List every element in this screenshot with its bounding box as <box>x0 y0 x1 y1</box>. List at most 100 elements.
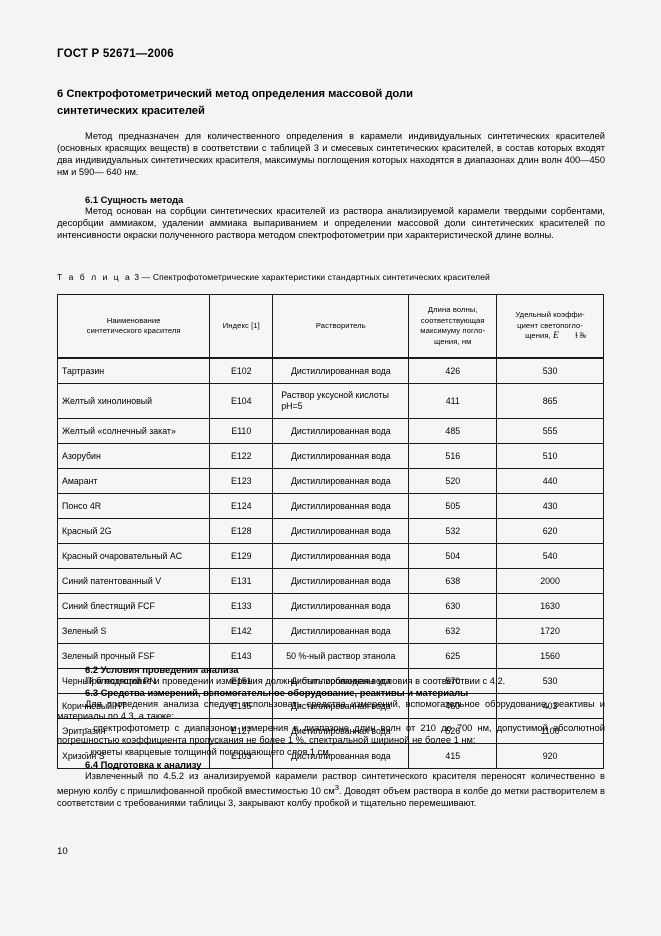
cell-coefficient: 540 <box>496 543 604 569</box>
cell-wavelength: 638 <box>408 568 498 594</box>
subsection-61-paragraph: Метод основан на сорбции синтетических к… <box>57 206 605 241</box>
table-row: Понсо 4R E124 Дистиллированная вода 505 … <box>56 493 604 519</box>
column-header-index: Индекс [1] <box>209 294 274 359</box>
table-row: Красный 2G E128 Дистиллированная вода 53… <box>56 518 604 544</box>
cell-index: E133 <box>209 593 274 619</box>
section-title-line2: синтетических красителей <box>57 105 205 117</box>
cell-wavelength: 504 <box>408 543 498 569</box>
cell-coefficient: 1560 <box>496 643 604 669</box>
column-header-coefficient: Удельный коэффи- циент светопогло- щения… <box>496 294 604 359</box>
cell-solvent: 50 %-ный раствор этанола <box>272 643 410 669</box>
table-row: Желтый хинолиновый E104 Раствор уксусной… <box>56 383 604 419</box>
subsection-64-heading: 6.4 Подготовка к анализу <box>85 758 202 770</box>
cell-solvent: Дистиллированная вода <box>272 357 410 384</box>
cell-wavelength: 485 <box>408 418 498 444</box>
page-title: 6 Спектрофотометрический метод определен… <box>57 86 605 120</box>
column-header-wavelength: Длина волны, соответствующая максимуму п… <box>408 294 498 359</box>
cell-wavelength: 532 <box>408 518 498 544</box>
cell-wavelength: 526 <box>408 718 498 744</box>
standard-header: ГОСТ Р 52671—2006 <box>57 48 174 60</box>
cell-solvent: Дистиллированная вода <box>272 443 410 469</box>
cubic-exponent: 3 <box>334 782 340 792</box>
cell-solvent: Дистиллированная вода <box>272 668 410 694</box>
cell-index: E110 <box>209 418 274 444</box>
cell-coefficient: 510 <box>496 443 604 469</box>
table-row: Красный очаровательный AC E129 Дистиллир… <box>56 543 604 569</box>
table-row: Желтый «солнечный закат» E110 Дистиллиро… <box>56 418 604 444</box>
cell-dye-name: Тартразин <box>56 357 211 384</box>
cell-index: E122 <box>209 443 274 469</box>
subsection-64-paragraph-part1: Извлеченный по 4.5.2 из анализируемой ка… <box>57 770 605 796</box>
cell-wavelength: 630 <box>408 593 498 619</box>
cell-index: E155 <box>209 693 274 719</box>
cell-solvent: Дистиллированная вода <box>272 543 410 569</box>
subsection-61-block: 6.1 Сущность метода Метод основан на сор… <box>57 194 605 241</box>
subsection-63-paragraph: Для проведения анализа следует использов… <box>57 699 605 722</box>
cell-wavelength: 570 <box>408 668 498 694</box>
table-row: Тартразин E102 Дистиллированная вода 426… <box>56 357 604 384</box>
cell-coefficient: 530 <box>496 668 604 694</box>
cell-dye-name: Желтый «солнечный закат» <box>56 418 211 444</box>
section-title-line1: 6 Спектрофотометрический метод определен… <box>57 88 413 100</box>
table-row: Зеленый S E142 Дистиллированная вода 632… <box>56 618 604 644</box>
column-header-coefficient-line1: Удельный коэффи- <box>515 310 585 320</box>
table-header-row: Наименование синтетического красителя Ин… <box>56 294 604 359</box>
lower-text-block: 6.2 Условия проведения анализа При подго… <box>57 664 605 809</box>
coefficient-subscript: 1 см <box>574 334 587 341</box>
column-header-wavelength-line1: Длина волны, <box>427 305 478 314</box>
table-row: Хризоин S E103 Дистиллированная вода 415… <box>56 743 604 769</box>
table-row: Азорубин E122 Дистиллированная вода 516 … <box>56 443 604 469</box>
cell-dye-name: Зеленый S <box>56 618 211 644</box>
cell-dye-name: Понсо 4R <box>56 493 211 519</box>
column-header-coefficient-line3: щения, <box>525 331 551 341</box>
cell-solvent: Дистиллированная вода <box>272 618 410 644</box>
intro-block: Метод предназначен для количественного о… <box>57 130 605 178</box>
subsection-62-paragraph: При подготовке и проведении измерения до… <box>85 676 506 686</box>
spectrophotometric-characteristics-table: Наименование синтетического красителя Ин… <box>56 294 604 769</box>
cell-wavelength: 632 <box>408 618 498 644</box>
column-header-wavelength-line2: соответствующая <box>420 315 485 325</box>
column-header-solvent: Растворитель <box>272 294 410 359</box>
cell-coefficient: 1630 <box>496 593 604 619</box>
table-caption-text: 3 — Спектрофотометрические характеристик… <box>134 272 490 282</box>
cell-wavelength: 516 <box>408 443 498 469</box>
subsection-64-paragraph-part2: . Доводят объем раствора в колбе до метк… <box>57 785 605 808</box>
table-row: Синий блестящий FCF E133 Дистиллированна… <box>56 593 604 619</box>
subsection-64-paragraph: Извлеченный по 4.5.2 из анализируемой ка… <box>57 770 605 809</box>
cell-index: E124 <box>209 493 274 519</box>
subsection-62-heading: 6.2 Условия проведения анализа <box>85 664 239 675</box>
cell-dye-name: Красный 2G <box>56 518 211 544</box>
cell-coefficient: 1720 <box>496 618 604 644</box>
cell-coefficient: 430 <box>496 493 604 519</box>
cell-solvent: Дистиллированная вода <box>272 718 410 744</box>
column-header-name: Наименование синтетического красителя <box>56 294 211 359</box>
cell-index: E129 <box>209 543 274 569</box>
cell-dye-name: Красный очаровательный AC <box>56 543 211 569</box>
subsection-63-heading: 6.3 Средства измерений, вспомогательное … <box>85 687 469 699</box>
table-body: Тартразин E102 Дистиллированная вода 426… <box>56 357 604 769</box>
cell-index: E142 <box>209 618 274 644</box>
cell-coefficient: 865 <box>496 383 604 419</box>
cell-wavelength: 520 <box>408 468 498 494</box>
table-row: Синий патентованный V E131 Дистиллирован… <box>56 568 604 594</box>
cell-coefficient: 620 <box>496 518 604 544</box>
coefficient-symbol: E 1 % 1 см <box>553 331 586 342</box>
cell-index: E131 <box>209 568 274 594</box>
cell-dye-name: Хризоин S <box>56 743 211 769</box>
cell-coefficient: 2000 <box>496 568 604 594</box>
cell-wavelength: 411 <box>408 383 498 419</box>
cell-dye-name: Синий патентованный V <box>56 568 211 594</box>
coefficient-superscript: 1 % <box>574 332 585 339</box>
column-header-name-line2: синтетического красителя <box>86 326 181 335</box>
cell-wavelength: 415 <box>408 743 498 769</box>
table-caption-prefix: Т а б л и ц а <box>57 272 132 282</box>
column-header-name-line1: Наименование <box>106 315 161 325</box>
cell-index: E103 <box>209 743 274 769</box>
table-caption: Т а б л и ц а 3 — Спектрофотометрические… <box>57 272 605 282</box>
cell-solvent: Дистиллированная вода <box>272 593 410 619</box>
cell-wavelength: 426 <box>408 357 498 384</box>
cell-coefficient: 440 <box>496 468 604 494</box>
cell-dye-name: Азорубин <box>56 443 211 469</box>
cell-solvent: Дистиллированная вода <box>272 468 410 494</box>
